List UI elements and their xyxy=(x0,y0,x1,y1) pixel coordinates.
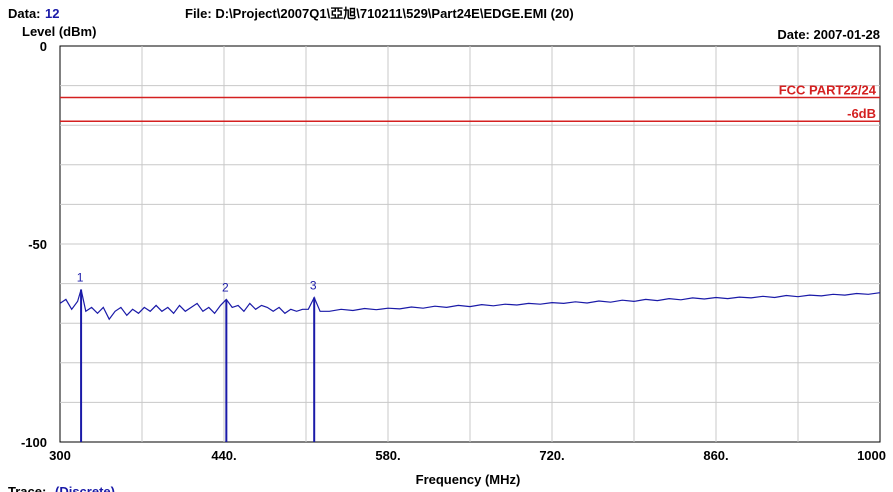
y-tick-label: -100 xyxy=(21,435,47,450)
markers: 1 2 3 xyxy=(77,271,317,442)
series-group xyxy=(59,289,881,321)
x-tick-labels: 300 440. 580. 720. 860. 1000 xyxy=(49,448,886,463)
x-tick-label: 860. xyxy=(703,448,728,463)
limit-line-label: FCC PART22/24 xyxy=(779,82,877,97)
marker-label: 3 xyxy=(310,278,317,292)
x-tick-label: 440. xyxy=(211,448,236,463)
trace-value: (Discrete) xyxy=(55,484,115,492)
trace-label: Trace: xyxy=(8,484,46,492)
date-label: Date: 2007-01-28 xyxy=(777,27,880,42)
marker-label: 1 xyxy=(77,271,84,285)
limit-lines: FCC PART22/24 -6dB xyxy=(60,82,880,122)
limit-line-label: -6dB xyxy=(847,106,876,121)
marker-label: 2 xyxy=(222,280,229,294)
y-tick-label: 0 xyxy=(40,39,47,54)
file-path: File: D:\Project\2007Q1\亞旭\710211\529\Pa… xyxy=(185,6,574,21)
data-value: 12 xyxy=(45,6,59,21)
series-line xyxy=(59,289,881,321)
x-tick-label: 720. xyxy=(539,448,564,463)
x-tick-label: 1000 xyxy=(857,448,886,463)
x-tick-label: 300 xyxy=(49,448,71,463)
plot-area: FCC PART22/24 -6dB 1 2 3 xyxy=(59,45,881,443)
y-tick-labels: 0 -50 -100 xyxy=(21,39,47,450)
y-axis-label: Level (dBm) xyxy=(22,24,96,39)
grid xyxy=(60,46,880,442)
x-tick-label: 580. xyxy=(375,448,400,463)
x-axis-label: Frequency (MHz) xyxy=(416,472,521,487)
data-label: Data: xyxy=(8,6,41,21)
y-tick-label: -50 xyxy=(28,237,47,252)
